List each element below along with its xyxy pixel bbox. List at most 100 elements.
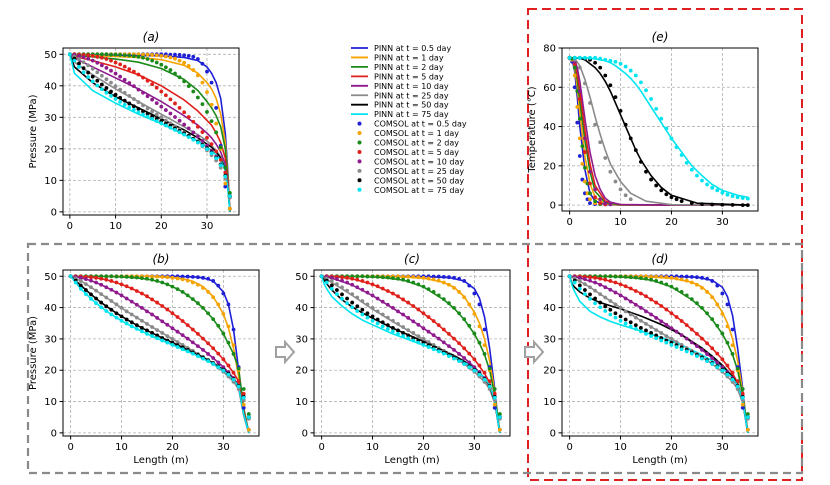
data-point — [150, 82, 155, 87]
data-point — [223, 170, 228, 175]
data-point — [201, 336, 205, 341]
y-tick-label: 10 — [295, 397, 308, 408]
data-point — [209, 80, 214, 85]
data-point — [583, 288, 587, 292]
data-point — [406, 328, 411, 333]
data-point — [603, 309, 608, 313]
y-tick-label: 50 — [44, 272, 57, 283]
data-point — [406, 336, 411, 341]
data-point — [150, 277, 154, 282]
data-point — [211, 346, 216, 351]
legend-label: PINN at t = 75 day — [374, 110, 449, 119]
x-tick-label: 0 — [67, 442, 73, 453]
data-point — [345, 296, 349, 301]
data-point — [78, 283, 83, 288]
data-point — [715, 351, 720, 356]
legend-marker-swatch — [357, 121, 362, 126]
data-point — [345, 280, 349, 285]
data-point — [406, 333, 411, 338]
data-point — [674, 145, 679, 150]
data-point — [168, 111, 173, 116]
data-point — [131, 97, 136, 101]
data-point — [710, 279, 715, 283]
data-point — [577, 89, 582, 94]
data-point — [487, 384, 492, 389]
data-point — [109, 68, 113, 73]
data-point — [99, 292, 104, 297]
data-point — [119, 293, 124, 298]
data-point — [608, 279, 613, 283]
data-point — [467, 365, 472, 369]
gray-dashed-box — [26, 242, 804, 475]
data-point — [588, 169, 592, 174]
data-point — [487, 366, 492, 371]
data-point — [89, 278, 93, 283]
data-point — [191, 89, 196, 94]
data-point — [705, 276, 709, 281]
data-point — [119, 314, 124, 319]
data-point — [623, 274, 628, 279]
data-point — [628, 286, 633, 291]
data-point — [618, 306, 623, 310]
data-point — [628, 68, 633, 73]
data-point — [68, 274, 73, 279]
data-point — [159, 121, 164, 126]
data-point — [477, 340, 482, 345]
data-point — [730, 377, 735, 382]
data-point — [695, 173, 699, 178]
data-point — [385, 315, 390, 320]
legend-label: PINN at t = 1 day — [374, 53, 444, 62]
data-point — [206, 341, 210, 346]
data-point — [370, 318, 375, 323]
data-point — [715, 188, 720, 193]
data-point — [104, 57, 109, 61]
data-point — [588, 275, 592, 280]
data-point — [340, 292, 344, 297]
data-point — [99, 73, 104, 78]
data-point — [436, 274, 441, 279]
data-point — [649, 177, 653, 182]
data-point — [124, 284, 129, 289]
data-point — [684, 336, 689, 341]
data-point — [613, 290, 618, 295]
data-point — [163, 123, 168, 128]
data-point — [654, 328, 659, 333]
data-point — [99, 282, 104, 287]
data-point — [705, 182, 709, 187]
data-point — [577, 283, 582, 288]
data-point — [173, 71, 177, 76]
data-point — [81, 60, 86, 65]
data-point — [99, 300, 104, 305]
data-point — [191, 130, 196, 135]
data-point — [211, 295, 216, 300]
data-point — [145, 321, 149, 326]
data-point — [345, 288, 349, 293]
data-point — [113, 60, 118, 65]
data-point — [572, 73, 577, 78]
data-point — [715, 365, 720, 369]
data-point — [735, 379, 740, 384]
data-point — [447, 354, 451, 359]
data-point — [492, 405, 497, 410]
data-point — [205, 69, 209, 74]
data-point — [396, 309, 400, 314]
data-point — [679, 153, 684, 157]
data-point — [452, 306, 456, 310]
data-point — [89, 296, 93, 301]
data-point — [467, 302, 472, 307]
data-point — [639, 291, 643, 296]
data-point — [150, 334, 154, 338]
data-point — [173, 56, 177, 61]
data-point — [603, 285, 608, 290]
data-point — [674, 276, 679, 281]
series-points — [67, 52, 232, 198]
data-point — [168, 55, 173, 60]
data-point — [720, 357, 725, 362]
data-point — [618, 293, 623, 298]
y-tick-label: 0 — [550, 201, 556, 212]
data-point — [122, 90, 127, 95]
data-point — [78, 286, 83, 291]
data-point — [94, 275, 98, 280]
data-point — [113, 97, 118, 101]
data-point — [99, 55, 104, 60]
